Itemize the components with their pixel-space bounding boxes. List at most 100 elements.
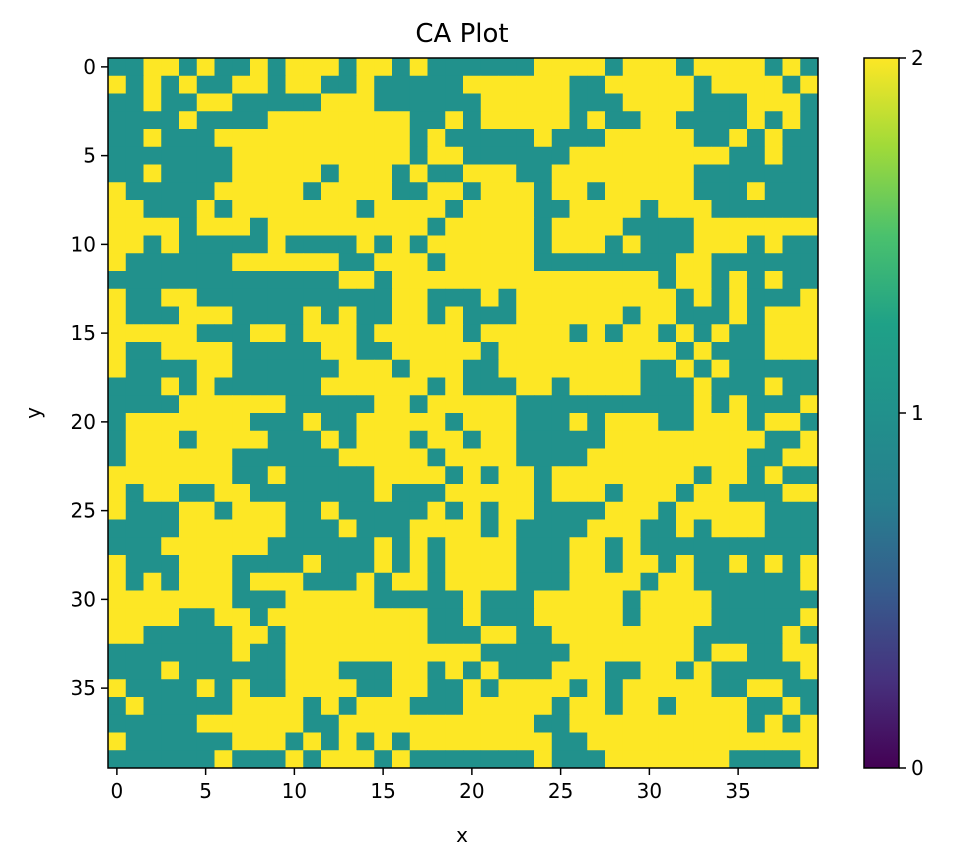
heatmap-cell [534, 75, 553, 94]
heatmap-cell [196, 75, 215, 94]
heatmap-cell [409, 430, 428, 449]
heatmap-cell [782, 714, 801, 733]
heatmap-cell [338, 519, 357, 538]
heatmap-cell [498, 537, 517, 556]
heatmap-cell [196, 200, 215, 219]
heatmap-cell [161, 643, 180, 662]
heatmap-cell [338, 661, 357, 680]
heatmap-cell [498, 306, 517, 325]
heatmap-cell [392, 306, 411, 325]
heatmap-cell [463, 714, 482, 733]
heatmap-cell [445, 714, 464, 733]
heatmap-cell [640, 93, 659, 112]
heatmap-cell [516, 413, 535, 432]
heatmap-cell [196, 413, 215, 432]
heatmap-cell [356, 359, 375, 378]
heatmap-cell [800, 626, 819, 645]
heatmap-cell [800, 253, 819, 272]
heatmap-cell [747, 342, 766, 361]
heatmap-cell [676, 732, 695, 751]
heatmap-cell [250, 146, 269, 165]
heatmap-cell [214, 217, 233, 236]
heatmap-cell [374, 111, 393, 130]
heatmap-cell [445, 750, 464, 769]
heatmap-cell [605, 395, 624, 414]
heatmap-cell [605, 590, 624, 609]
heatmap-cell [480, 235, 499, 254]
heatmap-cell [179, 58, 198, 77]
heatmap-cell [285, 377, 304, 396]
heatmap-cell [196, 359, 215, 378]
heatmap-cell [534, 750, 553, 769]
heatmap-cell [232, 58, 251, 77]
heatmap-cell [711, 430, 730, 449]
heatmap-cell [463, 661, 482, 680]
heatmap-cell [498, 608, 517, 627]
heatmap-cell [569, 413, 588, 432]
heatmap-cell [764, 377, 783, 396]
heatmap-cell [374, 484, 393, 503]
heatmap-cell [108, 75, 127, 94]
heatmap-cell [392, 324, 411, 343]
heatmap-cell [782, 466, 801, 485]
heatmap-cell [782, 111, 801, 130]
heatmap-cell [658, 608, 677, 627]
heatmap-cell [764, 413, 783, 432]
heatmap-cell [516, 448, 535, 467]
heatmap-cell [338, 750, 357, 769]
heatmap-cell [356, 661, 375, 680]
heatmap-cell [445, 555, 464, 574]
heatmap-cell [622, 501, 641, 520]
heatmap-cell [782, 306, 801, 325]
heatmap-cell [356, 93, 375, 112]
heatmap-cell [693, 555, 712, 574]
colorbar [863, 57, 900, 769]
heatmap-cell [392, 590, 411, 609]
heatmap-cell [392, 146, 411, 165]
heatmap-cell [711, 519, 730, 538]
heatmap-cell [463, 75, 482, 94]
heatmap-cell [676, 93, 695, 112]
heatmap-cell [640, 661, 659, 680]
heatmap-cell [143, 342, 162, 361]
heatmap-cell [232, 200, 251, 219]
heatmap-cell [729, 661, 748, 680]
heatmap-cell [605, 608, 624, 627]
heatmap-cell [587, 342, 606, 361]
heatmap-cell [250, 750, 269, 769]
heatmap-cell [516, 235, 535, 254]
heatmap-cell [267, 359, 286, 378]
heatmap-cell [356, 555, 375, 574]
heatmap-cell [409, 395, 428, 414]
heatmap-cell [232, 359, 251, 378]
heatmap-cell [498, 484, 517, 503]
heatmap-cell [250, 661, 269, 680]
heatmap-cell [747, 129, 766, 148]
heatmap-cell [551, 590, 570, 609]
heatmap-cell [569, 484, 588, 503]
heatmap-cell [764, 146, 783, 165]
heatmap-cell [161, 253, 180, 272]
heatmap-cell [622, 537, 641, 556]
heatmap-cell [125, 359, 144, 378]
heatmap-cell [285, 697, 304, 716]
heatmap-cell [747, 608, 766, 627]
heatmap-cell [463, 750, 482, 769]
heatmap-cell [232, 430, 251, 449]
heatmap-cell [445, 501, 464, 520]
heatmap-cell [640, 75, 659, 94]
heatmap-cell [214, 111, 233, 130]
heatmap-cell [729, 448, 748, 467]
heatmap-cell [143, 200, 162, 219]
heatmap-cell [409, 306, 428, 325]
heatmap-cell [587, 93, 606, 112]
heatmap-cell [356, 572, 375, 591]
heatmap-cell [640, 377, 659, 396]
heatmap-cell [356, 271, 375, 290]
heatmap-cell [321, 182, 340, 201]
heatmap-cell [427, 714, 446, 733]
heatmap-cell [232, 608, 251, 627]
heatmap-cell [516, 129, 535, 148]
heatmap-cell [622, 413, 641, 432]
heatmap-cell [143, 732, 162, 751]
